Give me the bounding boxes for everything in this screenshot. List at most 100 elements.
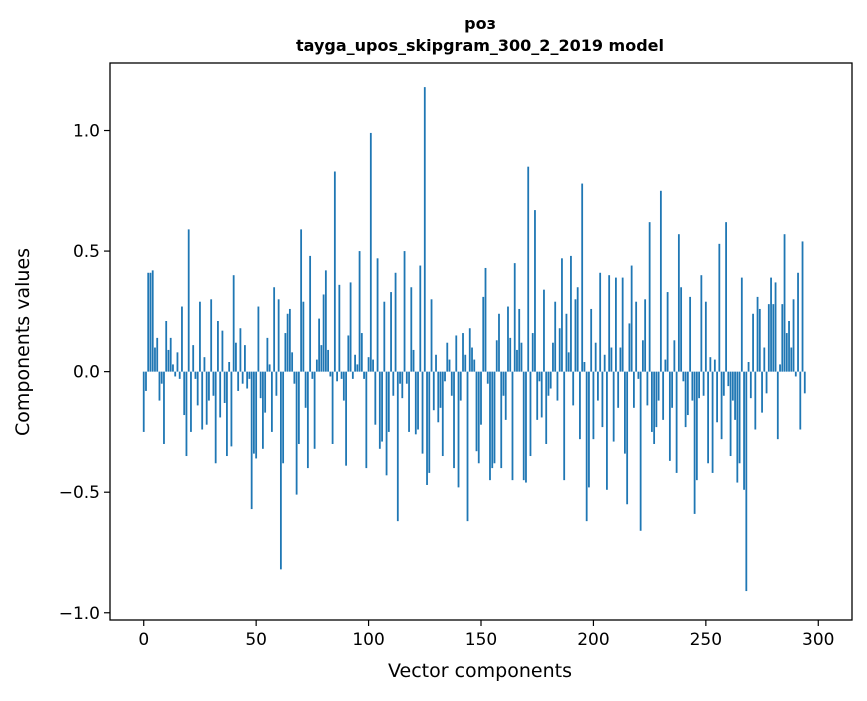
bar	[606, 371, 608, 490]
bar	[259, 371, 262, 399]
bar	[394, 272, 397, 372]
bar	[250, 371, 253, 510]
bar	[187, 229, 190, 372]
bar	[680, 287, 683, 372]
bar	[567, 352, 570, 372]
bar	[174, 371, 177, 377]
bar	[437, 371, 440, 423]
bar	[241, 371, 244, 384]
bar	[288, 308, 291, 372]
bar	[297, 371, 300, 444]
bar	[689, 296, 692, 372]
bar	[615, 277, 617, 372]
bar	[327, 349, 329, 372]
bar	[185, 371, 188, 457]
bar	[475, 371, 478, 452]
bar	[372, 359, 374, 372]
bar	[315, 359, 318, 372]
bar	[374, 371, 377, 425]
bar	[221, 330, 224, 372]
bar	[783, 234, 786, 372]
bar	[709, 357, 712, 372]
bar	[414, 371, 417, 435]
bar	[444, 371, 446, 382]
bar	[520, 342, 523, 372]
bar	[534, 210, 536, 372]
bar	[711, 371, 714, 473]
bar	[459, 371, 462, 401]
bar	[223, 371, 226, 403]
bar	[239, 328, 242, 372]
bar	[419, 265, 422, 372]
bar	[635, 301, 638, 372]
bar	[682, 371, 685, 382]
bar	[338, 284, 341, 372]
bar	[163, 371, 165, 444]
bar	[686, 371, 689, 416]
bar	[644, 299, 647, 372]
bar	[306, 371, 309, 469]
bar	[286, 313, 289, 372]
bar	[529, 371, 532, 457]
bar	[671, 371, 674, 408]
bar	[385, 371, 388, 476]
y-axis-ticks: −1.0 −0.5 0.0 0.5 1.0	[59, 122, 110, 624]
bar	[349, 282, 352, 372]
bar	[540, 371, 543, 418]
bar	[455, 335, 458, 372]
bar	[333, 171, 336, 372]
bar	[255, 371, 258, 459]
bar	[599, 272, 602, 372]
bar	[702, 371, 705, 396]
bar	[495, 340, 498, 372]
bar	[401, 371, 404, 399]
bar	[284, 333, 287, 372]
bar	[489, 371, 491, 481]
bar	[761, 371, 763, 413]
bar	[232, 275, 235, 372]
bar	[149, 272, 152, 372]
bar	[277, 299, 280, 372]
bar	[565, 313, 568, 372]
bar	[410, 287, 413, 372]
bar	[154, 347, 156, 372]
bar	[248, 371, 251, 379]
bar	[525, 371, 527, 483]
bar	[142, 371, 145, 432]
bar	[235, 342, 237, 372]
chart-title-line2: tayga_upos_skipgram_300_2_2019 model	[296, 36, 664, 55]
bar	[668, 371, 671, 461]
bar	[531, 333, 534, 372]
bar	[199, 301, 201, 372]
bar	[365, 371, 368, 469]
bar	[641, 340, 644, 372]
bar	[626, 371, 629, 505]
bar	[448, 359, 451, 372]
bar	[273, 287, 276, 372]
bar	[729, 371, 732, 457]
x-axis-ticks: 0 50 100 150 200 250 300	[138, 620, 834, 650]
bar	[176, 352, 179, 372]
bar	[151, 270, 154, 372]
bar	[304, 371, 307, 408]
bar	[767, 304, 770, 372]
bar	[201, 371, 204, 430]
bar	[367, 357, 370, 372]
bar	[486, 371, 489, 384]
bar	[752, 313, 754, 372]
bar	[720, 371, 723, 440]
bar	[345, 371, 347, 466]
bar	[282, 371, 285, 464]
bar	[423, 87, 426, 372]
bar	[356, 364, 359, 372]
bar	[743, 371, 745, 490]
bar	[147, 272, 150, 372]
bar	[244, 345, 246, 372]
bar	[594, 342, 597, 372]
bar	[603, 354, 606, 372]
bar	[450, 371, 453, 396]
bar	[590, 308, 593, 372]
bar	[363, 371, 365, 379]
bar	[491, 371, 494, 469]
bar	[347, 335, 350, 372]
